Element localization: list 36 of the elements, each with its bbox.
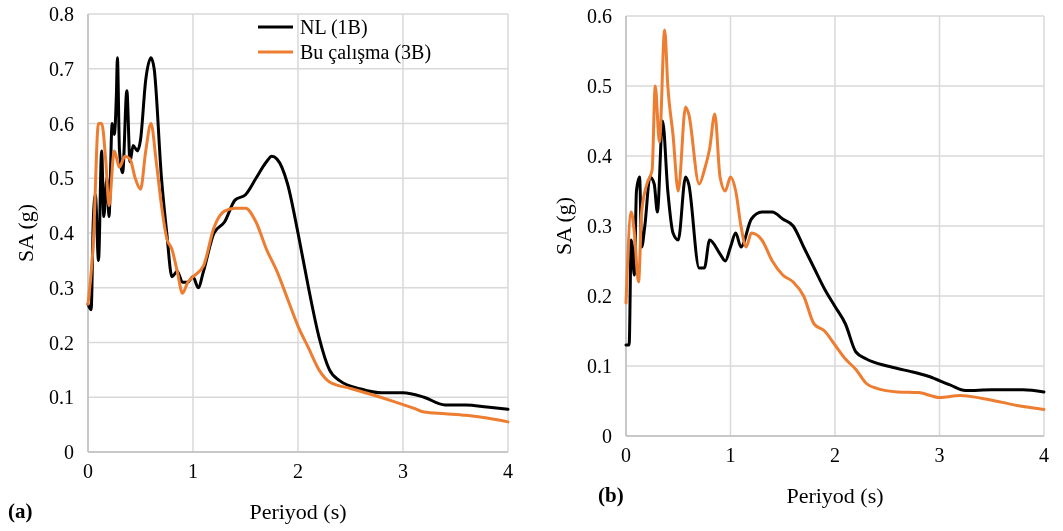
y-tick-label: 0.3 (49, 276, 74, 299)
x-tick-label: 0 (621, 444, 631, 466)
y-tick-label: 0.6 (587, 5, 612, 27)
line-series (624, 28, 1046, 411)
x-tick-label: 4 (1039, 444, 1049, 466)
legend-label: NL (1B) (300, 16, 368, 39)
y-tick-label: 0.1 (587, 355, 612, 377)
y-tick-label: 0.4 (49, 222, 74, 244)
x-tick-label: 2 (293, 460, 303, 482)
line-series (624, 119, 1046, 394)
y-tick-label: 0.7 (49, 57, 74, 80)
x-axis-title: Periyod (s) (249, 499, 347, 524)
x-tick-label: 4 (503, 460, 513, 482)
x-tick-label: 1 (725, 444, 736, 466)
y-tick-label: 0.4 (587, 145, 612, 167)
y-tick-label: 0 (602, 425, 612, 447)
y-tick-label: 0.3 (587, 215, 612, 237)
legend-label: Bu çalışma (3B) (300, 41, 432, 64)
line-series (86, 122, 510, 424)
x-tick-label: 0 (83, 460, 93, 482)
y-tick-label: 0.1 (49, 386, 74, 409)
y-tick-label: 0.2 (587, 285, 612, 307)
y-tick-label: 0.5 (587, 75, 612, 97)
text: (a) (8, 499, 33, 523)
x-axis-title: Periyod (s) (786, 483, 884, 508)
x-tick-label: 3 (398, 460, 408, 482)
y-axis-title: SA (g) (551, 196, 576, 256)
y-tick-label: 0.8 (49, 3, 74, 25)
x-tick-label: 1 (188, 460, 198, 482)
x-tick-label: 3 (934, 444, 945, 466)
x-tick-label: 2 (830, 444, 840, 466)
y-tick-label: 0.2 (49, 331, 74, 354)
text: (b) (598, 483, 624, 507)
y-tick-label: 0.5 (49, 167, 74, 190)
y-tick-label: 0.6 (49, 112, 74, 135)
y-axis-title: SA (g) (13, 203, 38, 263)
